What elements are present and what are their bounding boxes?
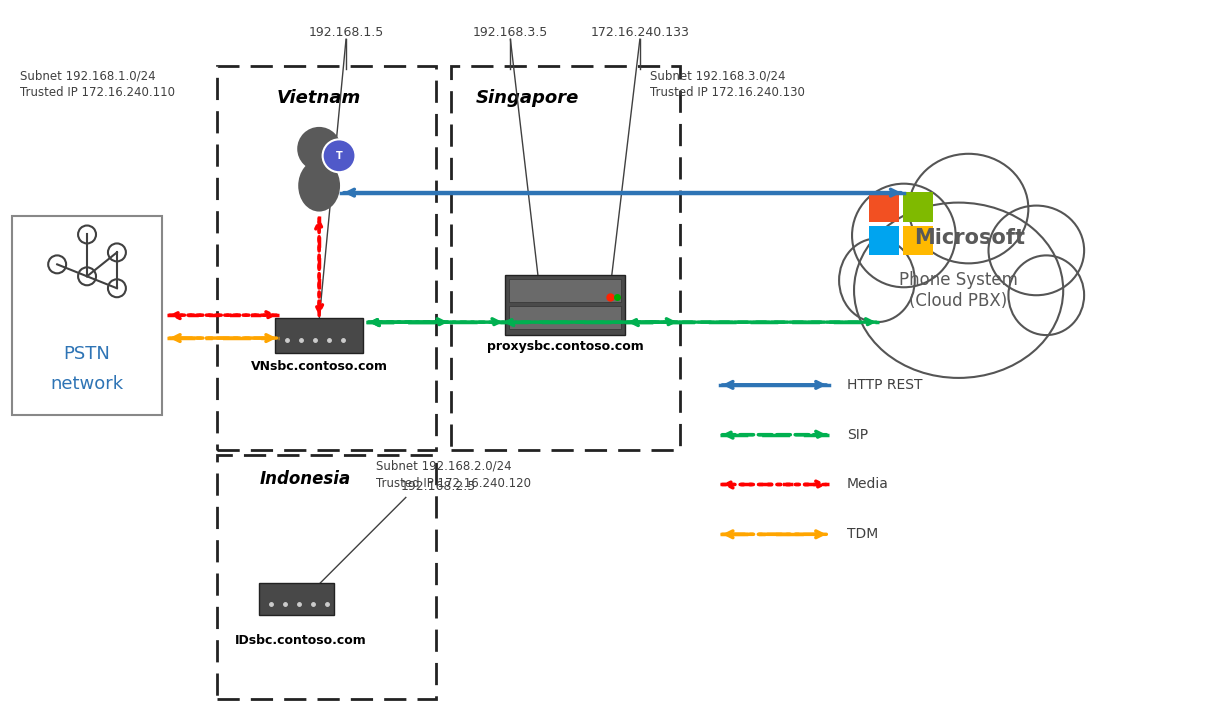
Ellipse shape xyxy=(989,205,1085,295)
Text: Indonesia: Indonesia xyxy=(259,469,350,488)
Text: TDM: TDM xyxy=(848,528,878,541)
Ellipse shape xyxy=(839,238,914,322)
Ellipse shape xyxy=(854,203,1063,378)
Text: network: network xyxy=(51,375,124,393)
Bar xyxy=(510,306,621,329)
Text: proxysbc.contoso.com: proxysbc.contoso.com xyxy=(486,340,643,353)
Text: Singapore: Singapore xyxy=(475,89,579,107)
Text: IDsbc.contoso.com: IDsbc.contoso.com xyxy=(236,634,367,647)
Text: 172.16.240.133: 172.16.240.133 xyxy=(591,26,689,39)
Text: Subnet 192.168.3.0/24
Trusted IP 172.16.240.130: Subnet 192.168.3.0/24 Trusted IP 172.16.… xyxy=(649,69,805,99)
Bar xyxy=(902,192,933,222)
Text: 192.168.2.5: 192.168.2.5 xyxy=(401,479,475,493)
Ellipse shape xyxy=(298,160,340,212)
Text: T: T xyxy=(336,151,343,161)
Bar xyxy=(869,225,899,255)
Ellipse shape xyxy=(908,154,1029,263)
Circle shape xyxy=(322,139,355,172)
Bar xyxy=(506,275,625,335)
Ellipse shape xyxy=(1008,255,1085,335)
Circle shape xyxy=(297,127,340,171)
Text: Subnet 192.168.1.0/24
Trusted IP 172.16.240.110: Subnet 192.168.1.0/24 Trusted IP 172.16.… xyxy=(21,69,175,99)
Text: Microsoft: Microsoft xyxy=(913,228,1025,249)
Text: Media: Media xyxy=(848,478,889,491)
Bar xyxy=(216,66,435,449)
Bar xyxy=(451,66,680,449)
Text: 192.168.1.5: 192.168.1.5 xyxy=(309,26,384,39)
Bar xyxy=(259,583,333,615)
Text: 192.168.3.5: 192.168.3.5 xyxy=(473,26,548,39)
Bar xyxy=(902,225,933,255)
Bar xyxy=(275,318,362,353)
Bar xyxy=(12,215,162,415)
Text: SIP: SIP xyxy=(848,428,868,442)
Text: Vietnam: Vietnam xyxy=(277,89,361,107)
Text: HTTP REST: HTTP REST xyxy=(848,378,923,392)
Text: Subnet 192.168.2.0/24
Trusted IP 172.16.240.120: Subnet 192.168.2.0/24 Trusted IP 172.16.… xyxy=(376,459,531,490)
Bar xyxy=(216,454,435,699)
Text: PSTN: PSTN xyxy=(63,345,111,363)
Ellipse shape xyxy=(852,183,956,287)
Text: Phone System
(Cloud PBX): Phone System (Cloud PBX) xyxy=(899,271,1018,310)
Text: VNsbc.contoso.com: VNsbc.contoso.com xyxy=(250,360,388,373)
Bar xyxy=(869,192,899,222)
Bar xyxy=(510,279,621,302)
